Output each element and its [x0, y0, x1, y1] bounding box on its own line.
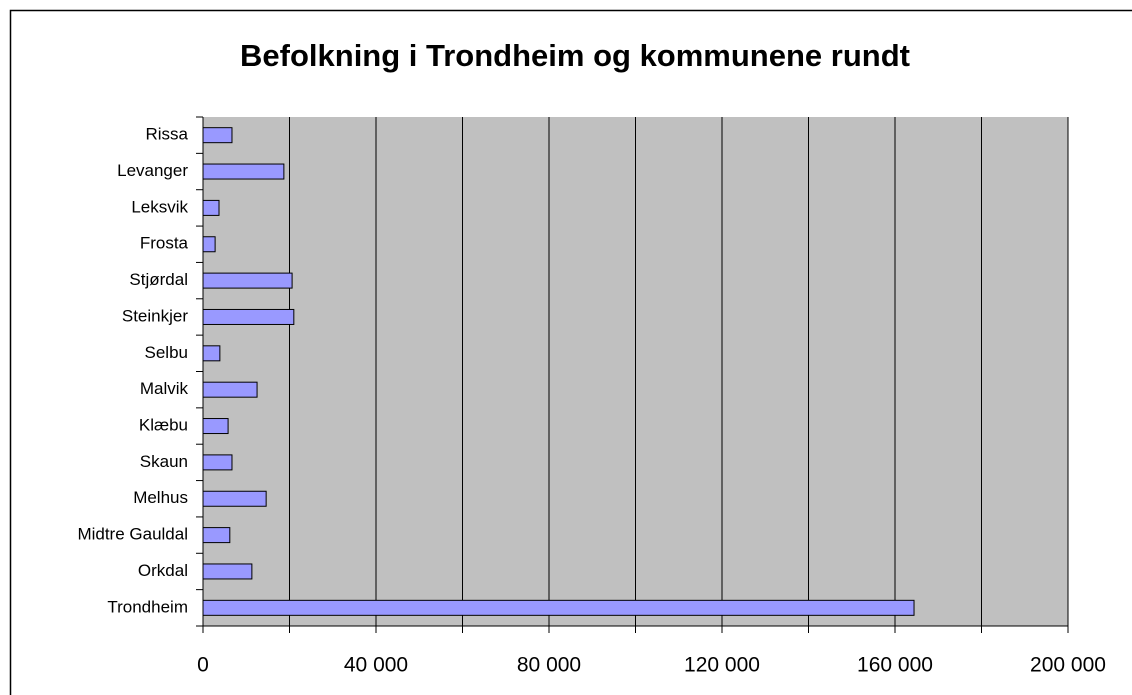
x-tick-label: 80 000	[517, 654, 581, 677]
y-tick-label: Frosta	[140, 234, 189, 253]
chart-title: Befolkning i Trondheim og kommunene rund…	[240, 38, 910, 73]
y-tick-label: Rissa	[145, 125, 188, 144]
y-tick-label: Selbu	[145, 343, 188, 362]
bar	[202, 199, 220, 216]
y-tick-label: Levanger	[117, 161, 188, 180]
bar	[202, 236, 216, 253]
y-tick-label: Melhus	[133, 488, 188, 507]
y-tick-label: Orkdal	[138, 561, 188, 580]
bar	[202, 163, 285, 180]
y-tick-label: Klæbu	[139, 416, 188, 435]
bar	[202, 308, 295, 325]
y-tick-label: Stjørdal	[129, 270, 188, 289]
y-tick-label: Skaun	[140, 452, 188, 471]
bar	[202, 490, 267, 507]
x-tick-label: 160 000	[857, 654, 933, 677]
bar	[202, 345, 221, 362]
bar	[202, 599, 915, 616]
y-tick-label: Steinkjer	[122, 306, 188, 325]
y-tick-label: Malvik	[140, 379, 189, 398]
bar	[202, 418, 229, 435]
y-tick-label: Trondheim	[107, 597, 188, 616]
bar	[202, 127, 233, 144]
bar	[202, 563, 253, 580]
x-tick-label: 200 000	[1030, 654, 1106, 677]
y-tick-label: Leksvik	[131, 197, 188, 216]
y-tick-label: Midtre Gauldal	[77, 525, 188, 544]
x-tick-label: 40 000	[344, 654, 408, 677]
bar	[202, 381, 258, 398]
bar	[202, 454, 233, 471]
bar	[202, 527, 231, 544]
x-tick-label: 0	[197, 654, 209, 677]
x-tick-label: 120 000	[684, 654, 760, 677]
bar	[202, 272, 293, 289]
